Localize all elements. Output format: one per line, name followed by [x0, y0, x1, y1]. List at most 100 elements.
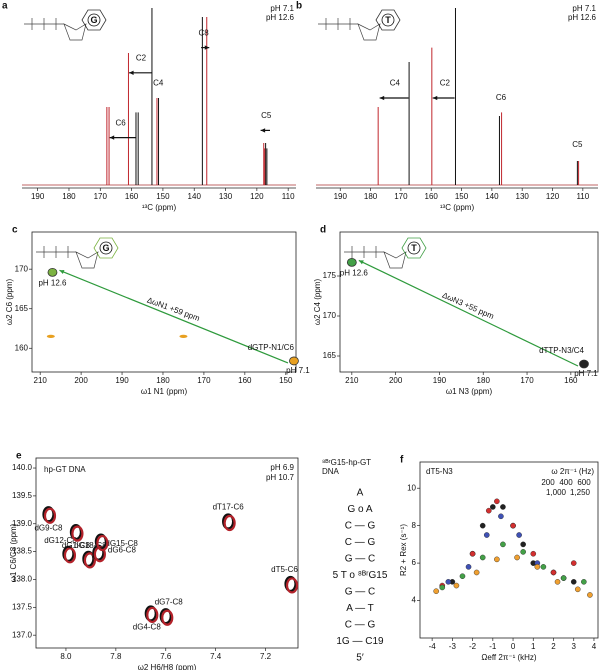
x-tick-label: 110	[576, 192, 589, 201]
peak-annotation: C4	[390, 79, 401, 88]
x-tick-label: 210	[34, 376, 48, 385]
x-tick-label: 1	[531, 642, 536, 651]
base-circle	[381, 13, 395, 27]
hairpin-title: ⁸ᴮʳG15-hp-GT	[322, 458, 371, 467]
hairpin-row: G — C	[345, 554, 376, 565]
y-tick-label: 165	[15, 304, 29, 313]
legend-entry: pH 6.9	[270, 463, 294, 472]
data-point	[465, 564, 472, 570]
x-axis-label: ω1 N1 (ppm)	[141, 387, 188, 396]
arrow-head	[358, 260, 364, 265]
y-tick-label: 10	[407, 483, 416, 492]
y-tick-label: 140.0	[12, 463, 33, 472]
x-axis-label: ¹³C (ppm)	[142, 203, 177, 212]
legend-title: ω 2π⁻¹ (Hz)	[551, 467, 594, 476]
legend-entry: 600	[577, 478, 591, 487]
x-axis-label: Ωeff 2π⁻¹ (kHz)	[481, 653, 536, 662]
peak-contour	[579, 359, 589, 369]
x-tick-label: 180	[156, 376, 170, 385]
x-tick-label: 190	[115, 376, 129, 385]
phosphate-chain	[24, 18, 64, 30]
peak-annotation: C2	[440, 79, 451, 88]
base-circle	[99, 241, 113, 255]
panel-title: hp-GT DNA	[44, 465, 86, 474]
data-point	[479, 522, 486, 529]
y-tick-label: 165	[323, 351, 337, 360]
data-point	[581, 579, 587, 585]
peak-label: pH 12.6	[340, 269, 369, 278]
hairpin-row: C — G	[345, 620, 376, 631]
y-tick-label: 138.0	[12, 575, 33, 584]
y-axis-label: R2 + Rex (s⁻¹)	[399, 524, 408, 576]
data-point	[520, 549, 526, 555]
peak-contour	[146, 606, 159, 624]
legend-entry: 200	[541, 478, 555, 487]
peak-label: dG6-C8	[108, 546, 137, 555]
sugar-ring	[383, 251, 407, 269]
peak-contour	[71, 525, 84, 542]
y-tick-label: 170	[323, 311, 337, 320]
x-tick-label: 140	[188, 192, 202, 201]
x-tick-label: 150	[156, 192, 170, 201]
x-tick-label: 170	[197, 376, 211, 385]
peak-contour	[223, 514, 236, 532]
peak-annotation: C4	[153, 79, 164, 88]
plot-frame	[35, 457, 299, 649]
data-point	[516, 532, 522, 538]
hairpin-row: 5 T o ⁸ᴮʳG15	[333, 570, 388, 581]
peak-label: pH 7.1	[286, 366, 310, 375]
data-point	[494, 556, 500, 563]
x-tick-label: 120	[250, 192, 264, 201]
x-tick-label: 190	[31, 192, 45, 201]
phosphate-chain	[344, 246, 384, 258]
base-ring	[375, 9, 401, 31]
sugar-ring	[63, 23, 87, 41]
hairpin-title: DNA	[322, 467, 340, 476]
x-axis-label: ω2 H6/H8 (ppm)	[138, 663, 197, 670]
panel-letter: e	[16, 451, 22, 462]
base-circle	[87, 13, 101, 27]
base-letter: G	[90, 15, 97, 25]
x-tick-label: 170	[394, 192, 408, 201]
sugar-ring	[357, 23, 381, 41]
arrow-head	[432, 95, 438, 101]
peak-label: dG12-C8	[44, 536, 77, 545]
data-point	[439, 584, 446, 591]
panel-letter: a	[2, 1, 8, 12]
x-tick-label: 200	[74, 376, 88, 385]
x-tick-label: 120	[546, 192, 560, 201]
y-tick-label: 6	[412, 558, 417, 567]
x-tick-label: 180	[364, 192, 378, 201]
legend-entry: pH 12.6	[266, 13, 295, 22]
molecule: G	[24, 9, 107, 41]
peak-contour	[96, 534, 109, 552]
data-point	[479, 554, 486, 561]
data-point	[490, 504, 496, 510]
panel-letter: b	[296, 1, 302, 12]
legend-entry: pH 10.7	[266, 473, 295, 482]
data-point	[483, 532, 490, 538]
y-tick-label: 175	[323, 271, 337, 280]
data-point	[560, 575, 567, 581]
panel-letter: c	[12, 225, 18, 236]
y-tick-label: 4	[412, 596, 417, 605]
panel-title: dT5-N3	[426, 467, 453, 476]
x-tick-label: -3	[449, 642, 457, 651]
peak-annotation: C2	[136, 54, 147, 63]
data-point	[574, 586, 581, 593]
x-tick-label: 3	[572, 642, 577, 651]
x-tick-label: 180	[477, 376, 491, 385]
x-tick-label: 170	[520, 376, 534, 385]
y-axis-label: ω1 C6/C8 (ppm)	[9, 523, 18, 582]
data-point	[550, 569, 557, 576]
hairpin-row: A	[357, 488, 364, 499]
data-point	[498, 513, 504, 520]
x-tick-label: 180	[62, 192, 76, 201]
peak-contour	[83, 552, 97, 569]
x-tick-label: -4	[429, 642, 437, 651]
data-point	[433, 588, 439, 594]
peak-contour	[47, 267, 58, 277]
x-tick-label: 170	[94, 192, 108, 201]
panel-letter: d	[320, 225, 326, 236]
peak-label: dG7-C8	[155, 597, 184, 606]
